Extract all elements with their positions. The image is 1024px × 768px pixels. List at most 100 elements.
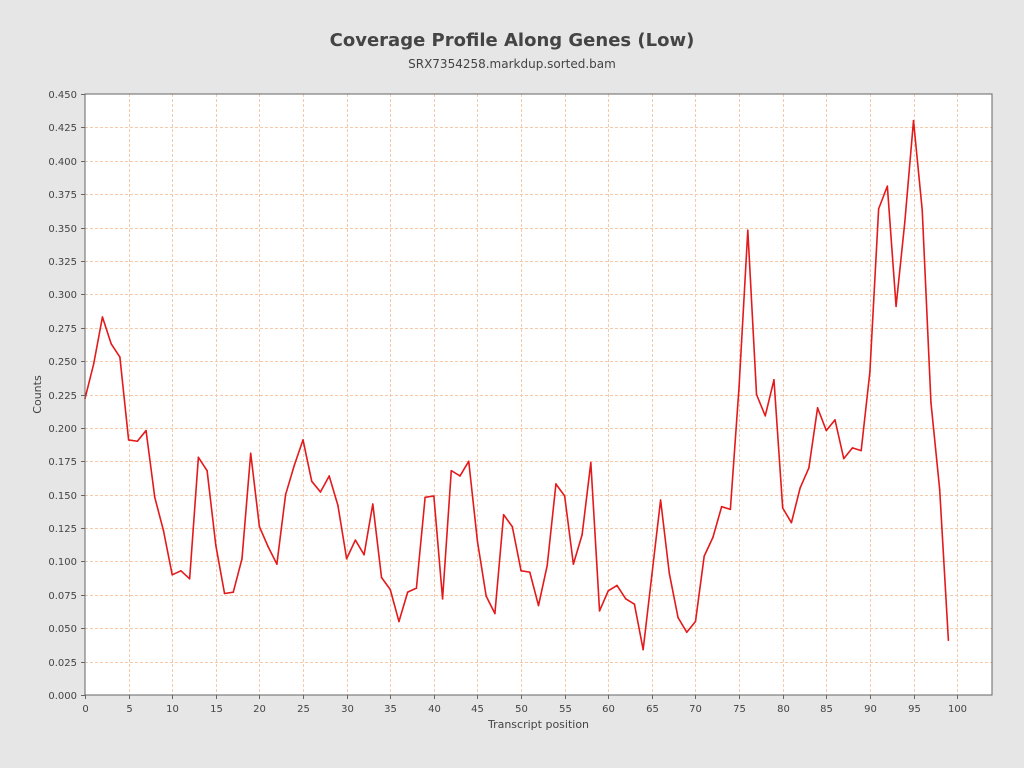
data-point [441, 598, 444, 600]
y-tick-label: 0.125 [48, 524, 77, 535]
data-point [136, 440, 139, 443]
x-tick-label: 45 [471, 704, 484, 715]
x-tick-label: 15 [210, 704, 223, 715]
data-point [598, 610, 601, 612]
data-point [738, 385, 740, 388]
y-tick-label: 0.250 [48, 357, 77, 368]
data-point [171, 574, 174, 576]
data-point [808, 467, 810, 469]
x-tick-label: 70 [689, 704, 702, 715]
data-point [328, 475, 330, 477]
data-point [590, 461, 592, 464]
data-point [424, 496, 426, 499]
data-point [912, 119, 915, 122]
data-point [947, 639, 950, 642]
x-tick-label: 30 [341, 704, 354, 715]
series-layer [84, 119, 950, 651]
y-tick-label: 0.175 [48, 457, 77, 468]
data-point [720, 505, 723, 508]
data-point [895, 305, 897, 308]
y-tick-label: 0.150 [48, 491, 77, 502]
data-point [258, 525, 261, 528]
data-point [834, 419, 836, 421]
data-point [284, 493, 287, 496]
data-point [101, 316, 104, 318]
data-point [616, 584, 618, 587]
data-point [555, 483, 557, 485]
data-point [860, 449, 862, 452]
data-point [563, 495, 566, 497]
data-point [572, 563, 575, 565]
data-point [406, 591, 409, 593]
x-tick-label: 65 [646, 704, 659, 715]
y-tick-label: 0.350 [48, 224, 77, 235]
data-point [921, 209, 924, 211]
x-tick-label: 10 [166, 704, 179, 715]
data-point [694, 620, 697, 623]
data-point [119, 356, 121, 358]
data-point [502, 513, 505, 516]
data-point [851, 447, 854, 449]
y-tick-label: 0.025 [48, 658, 77, 669]
data-point [886, 185, 889, 187]
data-point [223, 592, 226, 595]
y-tick-label: 0.100 [48, 557, 77, 568]
data-point [528, 571, 531, 573]
data-point [206, 469, 208, 472]
x-tick-label: 90 [864, 704, 877, 715]
gridlines [85, 94, 992, 695]
x-tick-label: 25 [297, 704, 310, 715]
x-tick-label: 60 [602, 704, 615, 715]
data-point [310, 480, 313, 483]
x-tick-label: 0 [82, 704, 88, 715]
axes: 0.000 0.025 0.050 0.075 0.100 0.125 0.150 0.175… [48, 90, 967, 715]
data-point [624, 598, 627, 600]
x-tick-label: 75 [733, 704, 746, 715]
data-point [607, 590, 610, 592]
y-tick-label: 0.075 [48, 591, 77, 602]
data-point [685, 631, 688, 634]
chart-subtitle: SRX7354258.markdup.sorted.bam [408, 57, 616, 71]
y-tick-label: 0.450 [48, 90, 77, 101]
data-point [389, 588, 392, 591]
x-tick-label: 50 [515, 704, 528, 715]
x-tick-label: 20 [253, 704, 266, 715]
y-tick-label: 0.000 [48, 691, 77, 702]
data-point [398, 620, 400, 623]
x-tick-label: 5 [126, 704, 132, 715]
x-tick-label: 100 [948, 704, 967, 715]
data-point [450, 469, 453, 472]
data-point [180, 569, 182, 572]
data-point [415, 587, 418, 589]
data-point [354, 539, 357, 541]
data-point [127, 439, 130, 441]
y-tick-label: 0.225 [48, 391, 77, 402]
data-point [781, 507, 784, 509]
data-point [877, 208, 880, 210]
data-point [930, 401, 932, 404]
data-point [302, 439, 304, 441]
y-tick-label: 0.200 [48, 424, 77, 435]
y-tick-label: 0.050 [48, 624, 77, 635]
data-point [319, 491, 322, 493]
data-point [267, 545, 269, 548]
data-point [476, 540, 479, 543]
y-tick-label: 0.400 [48, 157, 77, 168]
data-point [188, 578, 191, 580]
data-point [249, 452, 252, 455]
data-point [293, 464, 296, 467]
x-tick-label: 85 [820, 704, 833, 715]
data-point [520, 569, 522, 572]
data-point [677, 616, 679, 619]
y-axis-label: Counts [31, 375, 44, 414]
data-point [485, 595, 487, 597]
data-point [633, 603, 636, 605]
data-point [337, 504, 339, 507]
y-tick-label: 0.300 [48, 290, 77, 301]
data-point [276, 563, 278, 565]
data-point [372, 503, 374, 505]
data-point [215, 544, 217, 547]
data-point [842, 457, 845, 460]
data-point [380, 576, 383, 579]
